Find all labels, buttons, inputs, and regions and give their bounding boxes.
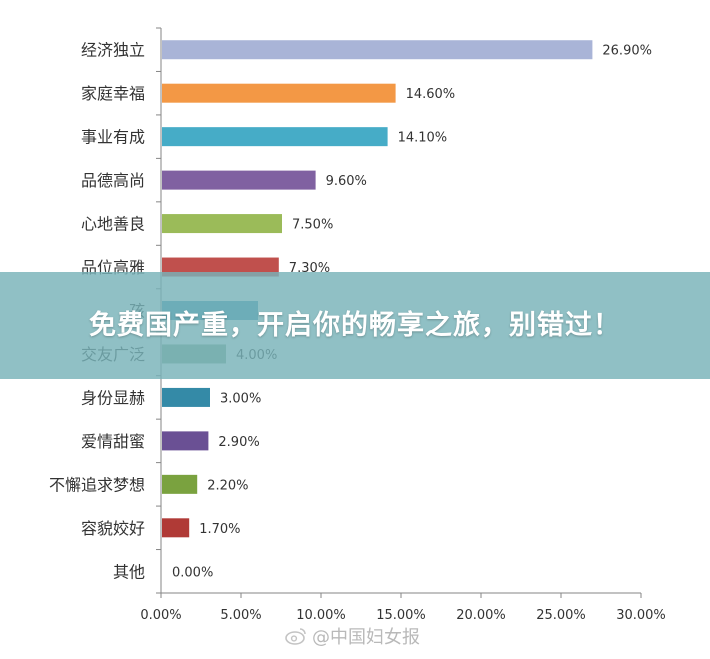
category-label: 经济独立 <box>81 41 145 60</box>
x-tick-label: 30.00% <box>616 608 666 623</box>
bar <box>162 387 210 407</box>
category-label: 容貌姣好 <box>81 519 145 538</box>
bar <box>162 474 198 494</box>
data-label: 9.60% <box>326 174 367 189</box>
x-tick-label: 5.00% <box>220 608 261 623</box>
x-tick-label: 0.00% <box>140 608 181 623</box>
data-label: 14.10% <box>398 131 448 146</box>
promo-banner[interactable]: 免费国产重，开启你的畅享之旅，别错过！ <box>0 272 710 379</box>
category-label: 家庭幸福 <box>81 84 145 103</box>
bar <box>162 40 593 60</box>
category-label: 爱情甜蜜 <box>81 432 145 451</box>
data-label: 2.90% <box>218 435 259 450</box>
data-label: 26.90% <box>602 44 652 59</box>
data-label: 2.20% <box>207 478 248 493</box>
promo-banner-text: 免费国产重，开启你的畅享之旅，别错过！ <box>89 309 621 341</box>
watermark-text: @中国妇女报 <box>312 627 420 648</box>
category-label: 事业有成 <box>81 128 145 147</box>
x-tick-label: 25.00% <box>536 608 586 623</box>
watermark: @中国妇女报 <box>284 624 420 648</box>
bar <box>162 127 388 147</box>
data-label: 7.50% <box>292 218 333 233</box>
bar <box>162 170 316 190</box>
bar <box>162 257 279 277</box>
x-tick-label: 10.00% <box>296 608 346 623</box>
category-label: 心地善良 <box>81 215 145 234</box>
weibo-icon <box>285 628 306 645</box>
category-label: 不懈追求梦想 <box>49 475 145 494</box>
category-label: 品德高尚 <box>81 171 145 190</box>
category-label: 其他 <box>113 562 145 581</box>
bar <box>162 214 282 234</box>
data-label: 3.00% <box>220 391 261 406</box>
bar <box>162 83 396 103</box>
data-label: 14.60% <box>406 87 456 102</box>
bar <box>162 431 209 451</box>
category-label: 身份显赫 <box>81 388 145 407</box>
bar <box>162 518 190 538</box>
data-label: 0.00% <box>172 565 213 580</box>
x-tick-label: 15.00% <box>376 608 426 623</box>
data-label: 1.70% <box>199 522 240 537</box>
x-tick-label: 20.00% <box>456 608 506 623</box>
